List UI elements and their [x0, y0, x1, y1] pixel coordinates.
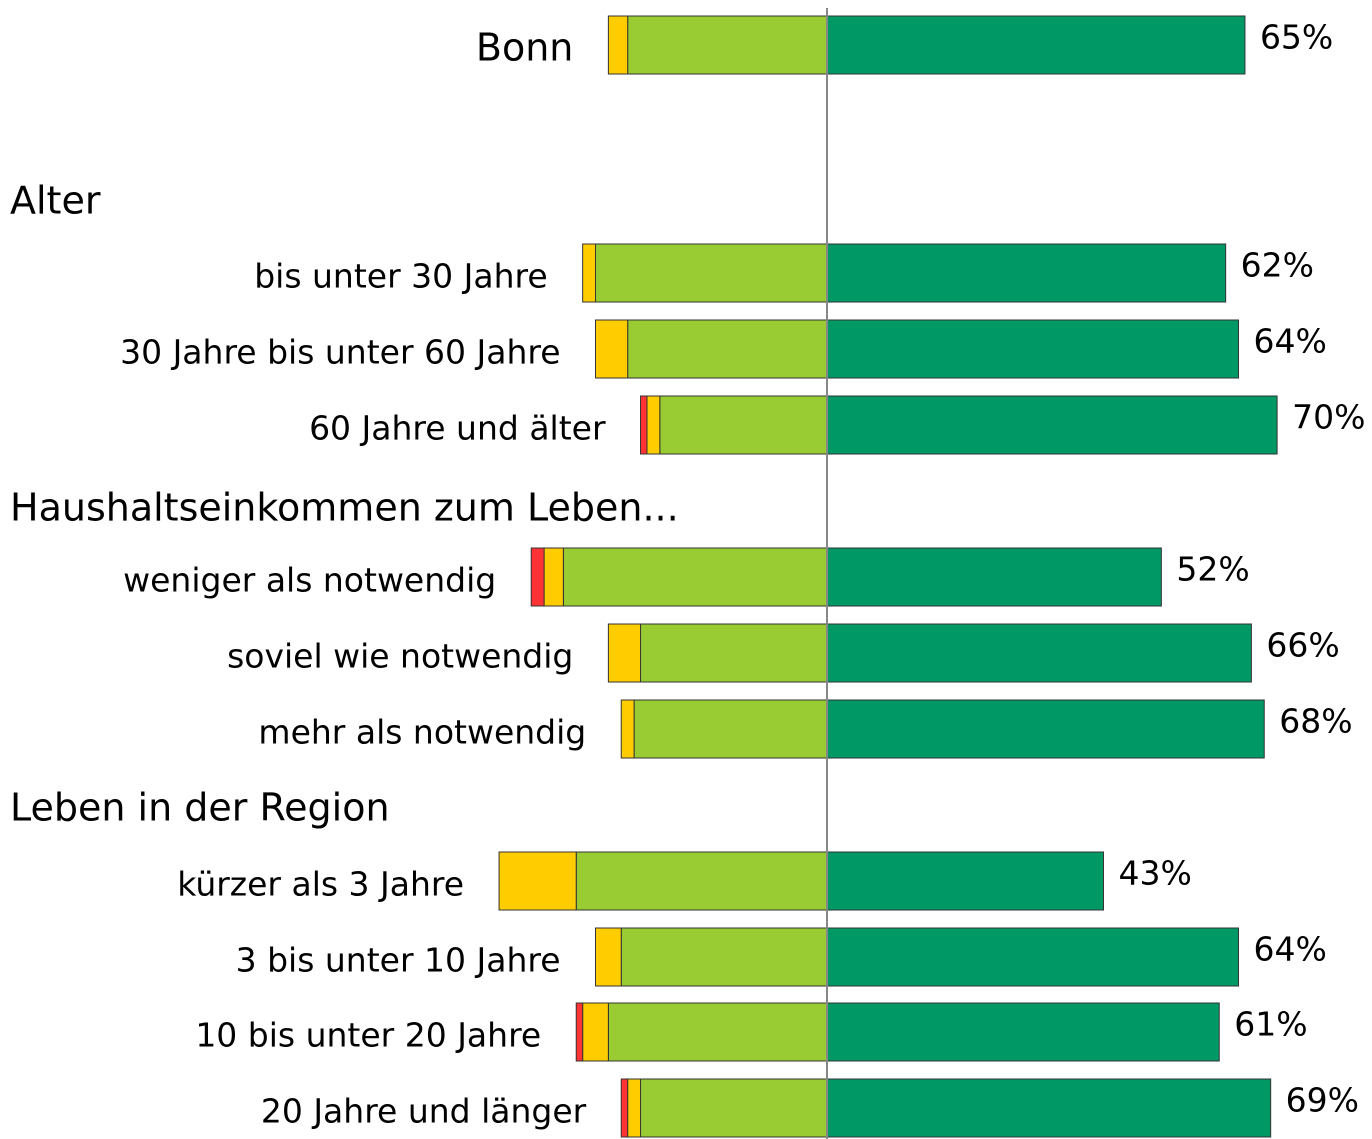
- bar: [595, 319, 629, 379]
- group-heading: Alter: [10, 179, 101, 223]
- value-label: 69%: [1286, 1081, 1359, 1120]
- bar: [640, 395, 648, 455]
- bar: [595, 927, 622, 987]
- bar: [620, 699, 635, 759]
- bar: [826, 319, 1240, 379]
- bar: [826, 623, 1252, 683]
- bar: [826, 15, 1246, 75]
- group-heading: Leben in der Region: [10, 786, 390, 830]
- bar: [826, 395, 1278, 455]
- bar: [826, 1002, 1220, 1062]
- value-label: 66%: [1266, 626, 1339, 665]
- bar: [640, 623, 828, 683]
- row-label: 60 Jahre und älter: [309, 409, 606, 448]
- bar: [826, 851, 1104, 911]
- bar: [582, 243, 597, 303]
- row-label: Bonn: [476, 26, 574, 70]
- bar: [826, 547, 1162, 607]
- bar: [826, 1078, 1272, 1138]
- bar: [498, 851, 577, 911]
- row-label: kürzer als 3 Jahre: [177, 865, 464, 904]
- value-label: 64%: [1254, 930, 1327, 969]
- bar: [826, 699, 1265, 759]
- bar: [620, 927, 828, 987]
- bar: [607, 623, 642, 683]
- row-label: soviel wie notwendig: [227, 637, 573, 676]
- bar: [646, 395, 661, 455]
- row-label: weniger als notwendig: [123, 561, 496, 600]
- bar: [659, 395, 828, 455]
- value-label: 70%: [1292, 398, 1365, 437]
- row-label: 3 bis unter 10 Jahre: [236, 941, 561, 980]
- value-label: 64%: [1254, 322, 1327, 361]
- row-label: 30 Jahre bis unter 60 Jahre: [120, 333, 560, 372]
- bar: [607, 15, 629, 75]
- group-heading: Haushaltseinkommen zum Leben...: [10, 486, 679, 530]
- value-label: 68%: [1279, 702, 1352, 741]
- bar: [607, 1002, 828, 1062]
- value-label: 65%: [1260, 18, 1333, 57]
- value-label: 52%: [1176, 550, 1249, 589]
- bar: [826, 243, 1227, 303]
- bar: [826, 927, 1240, 987]
- bar: [575, 1002, 584, 1062]
- value-label: 43%: [1118, 854, 1191, 893]
- row-label: 10 bis unter 20 Jahre: [195, 1016, 541, 1055]
- value-label: 62%: [1241, 246, 1314, 285]
- bar: [620, 1078, 629, 1138]
- bar: [575, 851, 828, 911]
- bar: [595, 243, 828, 303]
- row-label: bis unter 30 Jahre: [254, 257, 547, 296]
- bar: [627, 1078, 642, 1138]
- bar: [627, 15, 828, 75]
- row-label: mehr als notwendig: [258, 713, 586, 752]
- bar: [530, 547, 545, 607]
- bar: [543, 547, 564, 607]
- bar: [582, 1002, 609, 1062]
- bar: [633, 699, 828, 759]
- bar: [562, 547, 828, 607]
- value-label: 61%: [1234, 1005, 1307, 1044]
- bar: [627, 319, 828, 379]
- bar: [640, 1078, 828, 1138]
- row-label: 20 Jahre und länger: [261, 1092, 587, 1131]
